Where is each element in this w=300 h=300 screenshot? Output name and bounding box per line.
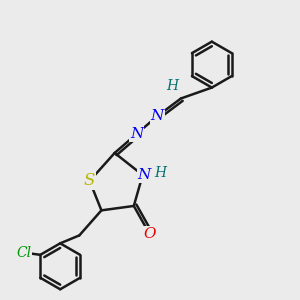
- Text: H: H: [154, 166, 167, 180]
- Text: H: H: [166, 79, 178, 93]
- Text: N: N: [151, 109, 164, 123]
- Text: S: S: [83, 172, 95, 189]
- Text: Cl: Cl: [16, 246, 31, 260]
- Text: N: N: [137, 168, 151, 182]
- Text: O: O: [144, 227, 156, 241]
- Text: N: N: [130, 127, 143, 141]
